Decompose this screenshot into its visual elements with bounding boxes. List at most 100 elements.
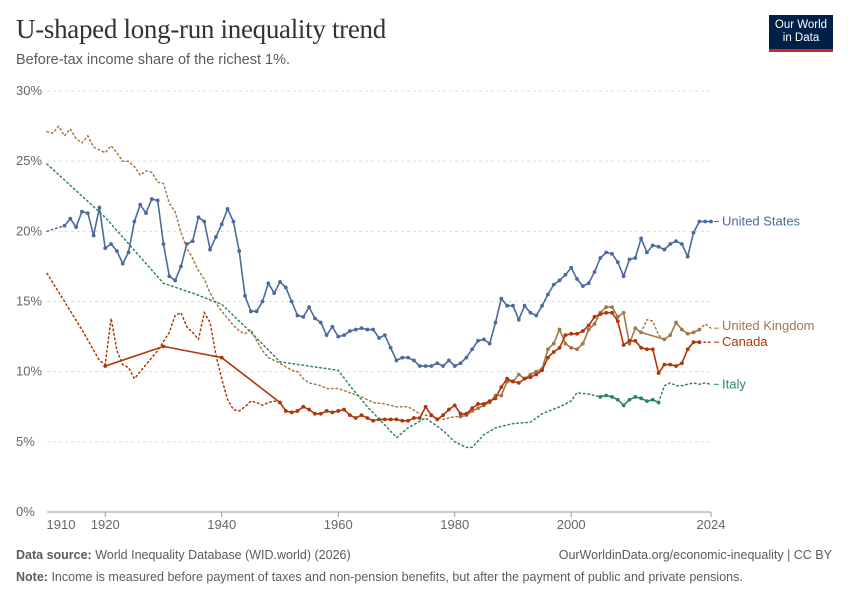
series-line-canada	[46, 272, 281, 412]
data-point-united-kingdom	[563, 341, 568, 346]
data-point-united-states	[476, 338, 480, 343]
data-point-canada	[406, 418, 411, 423]
data-point-united-states	[144, 211, 148, 215]
series-line-italy	[657, 382, 712, 404]
data-point-united-states	[336, 334, 341, 339]
data-point-united-states	[534, 313, 539, 318]
data-point-italy	[650, 397, 655, 402]
legend-label-canada: Canada	[722, 334, 768, 349]
data-point-united-states	[394, 358, 399, 363]
data-point-canada	[621, 343, 626, 347]
owid-url[interactable]: OurWorldinData.org/economic-inequality |…	[558, 548, 832, 562]
data-point-canada	[534, 372, 539, 377]
data-point-united-states	[505, 303, 510, 308]
data-point-canada	[633, 338, 638, 343]
y-tick-label: 5%	[16, 434, 35, 449]
data-point-united-states	[610, 251, 614, 256]
data-point-united-states	[615, 260, 620, 265]
data-point-canada	[528, 375, 533, 380]
data-point-united-states	[295, 313, 300, 318]
chart-note: Note: Income is measured before payment …	[16, 570, 743, 584]
data-point-united-states	[248, 309, 253, 314]
data-point-united-states	[679, 242, 684, 246]
series-line-united-states	[63, 198, 711, 368]
data-point-united-states	[656, 244, 661, 249]
data-point-canada	[435, 417, 440, 422]
owid-logo[interactable]: Our World in Data	[769, 15, 833, 52]
data-point-united-kingdom	[610, 305, 614, 310]
data-point-canada	[615, 319, 620, 324]
data-point-united-states	[429, 364, 434, 368]
data-point-united-states	[412, 358, 416, 363]
data-point-united-states	[516, 317, 521, 322]
data-point-united-states	[563, 272, 568, 277]
data-point-canada	[365, 416, 370, 420]
chart-subtitle: Before-tax income share of the richest 1…	[16, 52, 291, 68]
x-tick-label: 2024	[697, 517, 726, 532]
data-point-united-states	[313, 316, 317, 321]
data-point-canada	[511, 379, 515, 384]
data-point-united-states	[243, 293, 247, 298]
data-point-united-states	[639, 236, 644, 241]
x-tick-label: 2000	[557, 517, 586, 532]
data-point-canada	[371, 418, 376, 423]
data-point-united-kingdom	[546, 347, 550, 352]
data-point-united-kingdom	[499, 393, 504, 398]
data-point-canada	[691, 340, 696, 345]
data-point-canada	[219, 355, 224, 360]
data-point-canada	[668, 362, 673, 367]
data-point-canada	[516, 380, 521, 385]
data-point-united-states	[691, 230, 696, 235]
series-line-italy	[46, 163, 602, 449]
data-point-united-kingdom	[528, 372, 533, 377]
data-point-united-states	[184, 242, 189, 246]
x-tick-label: 1920	[91, 517, 120, 532]
data-point-united-states	[214, 235, 218, 239]
data-point-united-states	[161, 242, 166, 246]
data-point-united-states	[685, 254, 690, 259]
x-tick-label: 1940	[207, 517, 236, 532]
data-point-united-states	[540, 303, 544, 308]
data-point-canada	[359, 413, 364, 418]
data-point-united-states	[580, 284, 585, 288]
data-point-united-kingdom	[569, 345, 574, 350]
data-point-united-kingdom	[586, 327, 591, 332]
data-point-united-states	[499, 296, 504, 301]
data-point-canada	[441, 413, 445, 418]
data-point-canada	[575, 331, 579, 336]
data-point-united-states	[155, 198, 160, 203]
data-point-united-states	[114, 249, 119, 253]
data-point-united-states	[347, 329, 352, 333]
series-line-united-kingdom	[46, 124, 462, 421]
data-point-united-kingdom	[621, 310, 626, 315]
y-tick-label: 30%	[16, 83, 42, 98]
data-point-canada	[278, 400, 282, 405]
data-point-united-states	[301, 315, 306, 319]
data-source-link[interactable]: World Inequality Database (WID.world) (2…	[95, 548, 351, 562]
data-point-united-states	[662, 247, 667, 252]
data-point-united-states	[103, 246, 108, 251]
data-point-canada	[551, 350, 556, 354]
data-point-united-states	[458, 361, 463, 366]
data-point-united-states	[441, 364, 445, 368]
data-point-united-states	[132, 219, 137, 224]
data-point-united-kingdom	[627, 341, 632, 346]
y-tick-label: 0%	[16, 504, 35, 519]
data-point-canada	[505, 376, 510, 381]
data-point-canada	[324, 409, 329, 413]
data-point-united-states	[423, 364, 428, 368]
data-point-united-states	[452, 364, 457, 368]
data-point-united-states	[365, 327, 370, 332]
data-point-united-states	[278, 279, 282, 284]
data-point-united-states	[575, 277, 579, 281]
data-point-united-kingdom	[458, 414, 463, 419]
data-point-canada	[580, 329, 585, 333]
data-point-italy	[645, 399, 649, 404]
data-point-canada	[464, 411, 469, 416]
legend-label-united-kingdom: United Kingdom	[722, 318, 815, 333]
data-point-united-kingdom	[592, 322, 597, 326]
data-point-canada	[295, 409, 300, 413]
data-point-united-states	[528, 310, 533, 315]
y-tick-label: 25%	[16, 153, 42, 168]
data-point-canada	[394, 417, 399, 422]
